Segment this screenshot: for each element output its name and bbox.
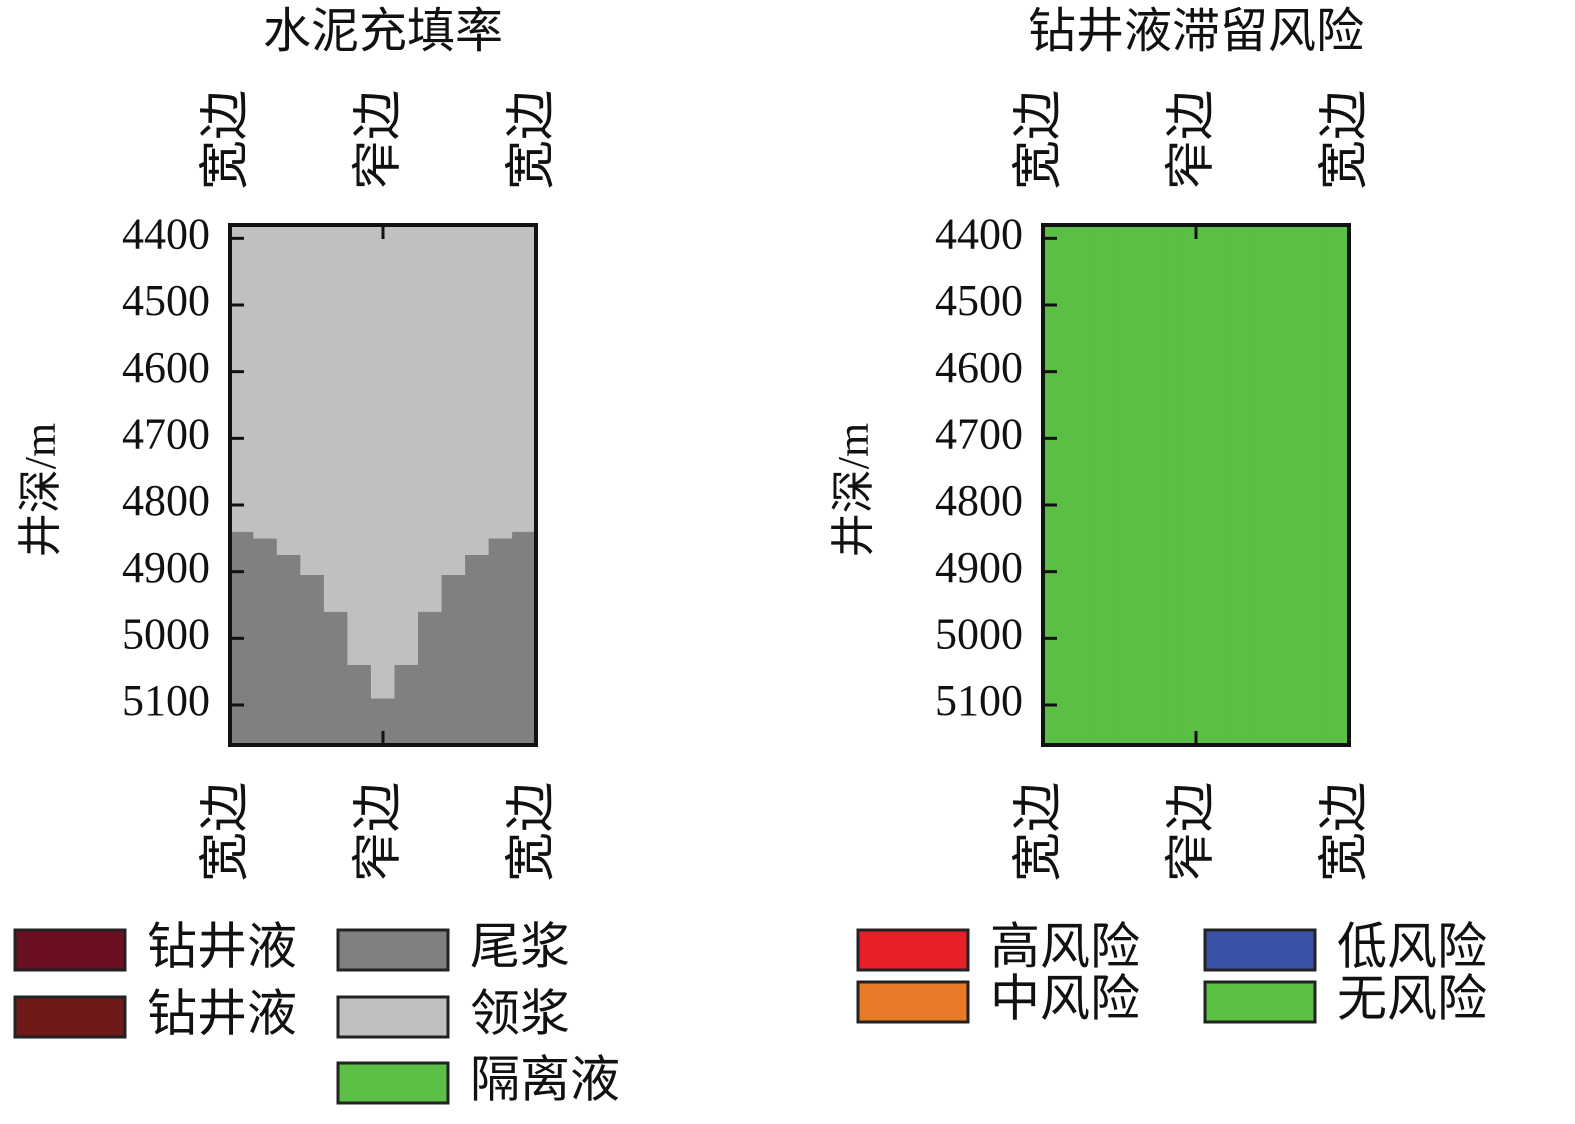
- legend-swatch: [1203, 980, 1317, 1024]
- y-tick-label: 4800: [122, 476, 210, 525]
- fill-column: [1183, 225, 1209, 745]
- y-tick-label: 5100: [122, 676, 210, 725]
- legend-swatch: [336, 995, 450, 1039]
- x-tick-label-bottom: 宽边: [1009, 782, 1065, 882]
- y-tick-label: 4500: [122, 276, 210, 325]
- y-tick-label: 5100: [935, 676, 1023, 725]
- y-tick-label: 4900: [935, 543, 1023, 592]
- y-tick-label: 4800: [935, 476, 1023, 525]
- fill-column: [253, 538, 278, 745]
- fill-column: [418, 611, 443, 745]
- fill-column: [1136, 225, 1161, 745]
- fill-column: [276, 225, 301, 555]
- chart-title: 水泥充填率: [263, 5, 503, 58]
- legend-label: 尾浆: [470, 918, 570, 974]
- legend-swatch: [1203, 928, 1317, 972]
- legend-swatch: [856, 928, 970, 972]
- legend-swatch: [336, 928, 450, 972]
- fill-column: [370, 225, 396, 699]
- fill-column: [253, 225, 278, 539]
- fill-column: [394, 225, 419, 665]
- y-tick-label: 4700: [935, 409, 1023, 458]
- legend-label: 领浆: [470, 985, 570, 1041]
- fill-column: [512, 225, 537, 532]
- legend-swatch: [13, 995, 127, 1039]
- x-tick-label-bottom: 宽边: [502, 782, 558, 882]
- x-tick-label-bottom: 窄边: [1162, 782, 1218, 882]
- y-tick-label: 5000: [122, 609, 210, 658]
- fill-column: [1301, 225, 1326, 745]
- legend-label: 钻井液: [147, 985, 297, 1041]
- fill-column: [1254, 225, 1279, 745]
- fill-column: [1207, 225, 1232, 745]
- legend-swatch: [856, 980, 970, 1024]
- x-tick-label-top: 宽边: [502, 90, 558, 190]
- fill-column: [1042, 225, 1067, 745]
- fill-column: [1066, 225, 1091, 745]
- y-tick-label: 4600: [935, 343, 1023, 392]
- fill-column: [441, 225, 466, 575]
- y-tick-label: 4600: [122, 343, 210, 392]
- y-tick-label: 4700: [122, 409, 210, 458]
- fill-column: [1278, 225, 1303, 745]
- fill-column: [276, 555, 301, 745]
- fill-column: [488, 225, 513, 539]
- fill-column: [441, 575, 466, 745]
- legend-swatch: [13, 928, 127, 972]
- fill-column: [1113, 225, 1138, 745]
- fill-column: [1160, 225, 1185, 745]
- x-tick-label-bottom: 宽边: [196, 782, 252, 882]
- fill-column: [347, 665, 372, 745]
- fill-column: [347, 225, 372, 665]
- x-tick-label-top: 窄边: [1162, 90, 1218, 190]
- y-tick-label: 4400: [122, 209, 210, 258]
- x-tick-label-top: 宽边: [196, 90, 252, 190]
- fill-column: [323, 611, 348, 745]
- legend-swatch: [336, 1061, 450, 1105]
- fill-column: [323, 225, 348, 612]
- legend-label: 钻井液: [147, 918, 297, 974]
- fill-column: [512, 531, 537, 745]
- fill-column: [300, 225, 325, 575]
- x-tick-label-bottom: 宽边: [1315, 782, 1371, 882]
- legend-label: 隔离液: [470, 1051, 620, 1107]
- chart-title: 钻井液滞留风险: [1028, 5, 1364, 58]
- y-axis-label: 井深/m: [829, 423, 878, 557]
- y-tick-label: 4900: [122, 543, 210, 592]
- y-tick-label: 4500: [935, 276, 1023, 325]
- y-tick-label: 4400: [935, 209, 1023, 258]
- x-tick-label-bottom: 窄边: [349, 782, 405, 882]
- x-tick-label-top: 宽边: [1315, 90, 1371, 190]
- fill-column: [229, 225, 254, 532]
- legend-label: 无风险: [1337, 970, 1487, 1026]
- x-tick-label-top: 宽边: [1009, 90, 1065, 190]
- fill-column: [1089, 225, 1114, 745]
- y-axis-label: 井深/m: [16, 423, 65, 557]
- fill-column: [465, 225, 490, 555]
- legend-label: 低风险: [1337, 918, 1487, 974]
- x-tick-label-top: 窄边: [349, 90, 405, 190]
- legend-label: 高风险: [990, 918, 1140, 974]
- fill-column: [418, 225, 443, 612]
- fill-column: [1231, 225, 1256, 745]
- y-tick-label: 5000: [935, 609, 1023, 658]
- legend-label: 中风险: [990, 970, 1140, 1026]
- fill-column: [488, 538, 513, 745]
- fill-column: [465, 555, 490, 745]
- fill-column: [394, 665, 419, 745]
- fill-column: [1325, 225, 1350, 745]
- fill-column: [300, 575, 325, 745]
